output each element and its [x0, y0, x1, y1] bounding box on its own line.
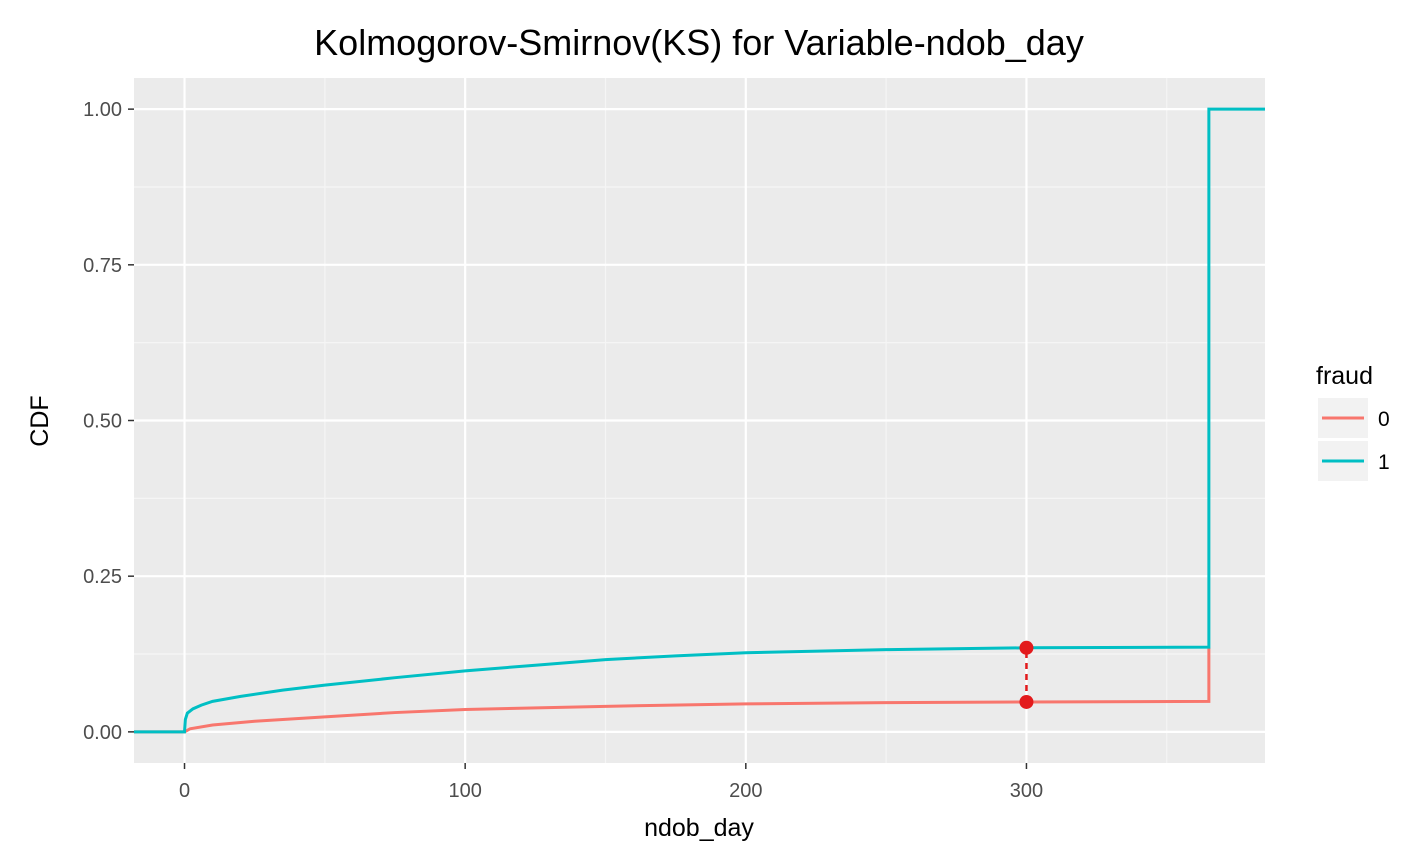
x-tick-label: 300 [1010, 780, 1043, 802]
x-tick-label: 200 [729, 780, 762, 802]
grid-major [134, 78, 1265, 763]
series-line-0 [134, 647, 1211, 734]
series-layer [134, 107, 1265, 734]
y-tick-label: 0.50 [83, 411, 122, 433]
ks-point-upper [1019, 640, 1034, 655]
legend: fraud 01 [1316, 362, 1390, 481]
y-axis-title: CDF [26, 395, 54, 446]
y-tick-label: 0.75 [83, 255, 122, 277]
legend-items: 01 [1322, 408, 1390, 474]
y-tick-label: 1.00 [83, 99, 122, 121]
series-line-1 [134, 107, 1265, 734]
ks-point-lower [1019, 694, 1034, 709]
ks-layer [1019, 640, 1034, 709]
y-axis: 0.00 0.25 0.50 0.75 1.00 [83, 99, 134, 744]
chart-title: Kolmogorov-Smirnov(KS) for Variable-ndob… [314, 22, 1084, 63]
x-axis-title: ndob_day [644, 814, 754, 842]
x-tick-label: 0 [179, 780, 190, 802]
x-tick-label: 100 [448, 780, 481, 802]
legend-label-1: 1 [1378, 451, 1390, 474]
x-axis: 0 100 200 300 [179, 763, 1043, 802]
legend-label-0: 0 [1378, 408, 1390, 431]
y-tick-label: 0.00 [83, 722, 122, 744]
legend-title: fraud [1316, 362, 1373, 390]
y-tick-label: 0.25 [83, 566, 122, 588]
